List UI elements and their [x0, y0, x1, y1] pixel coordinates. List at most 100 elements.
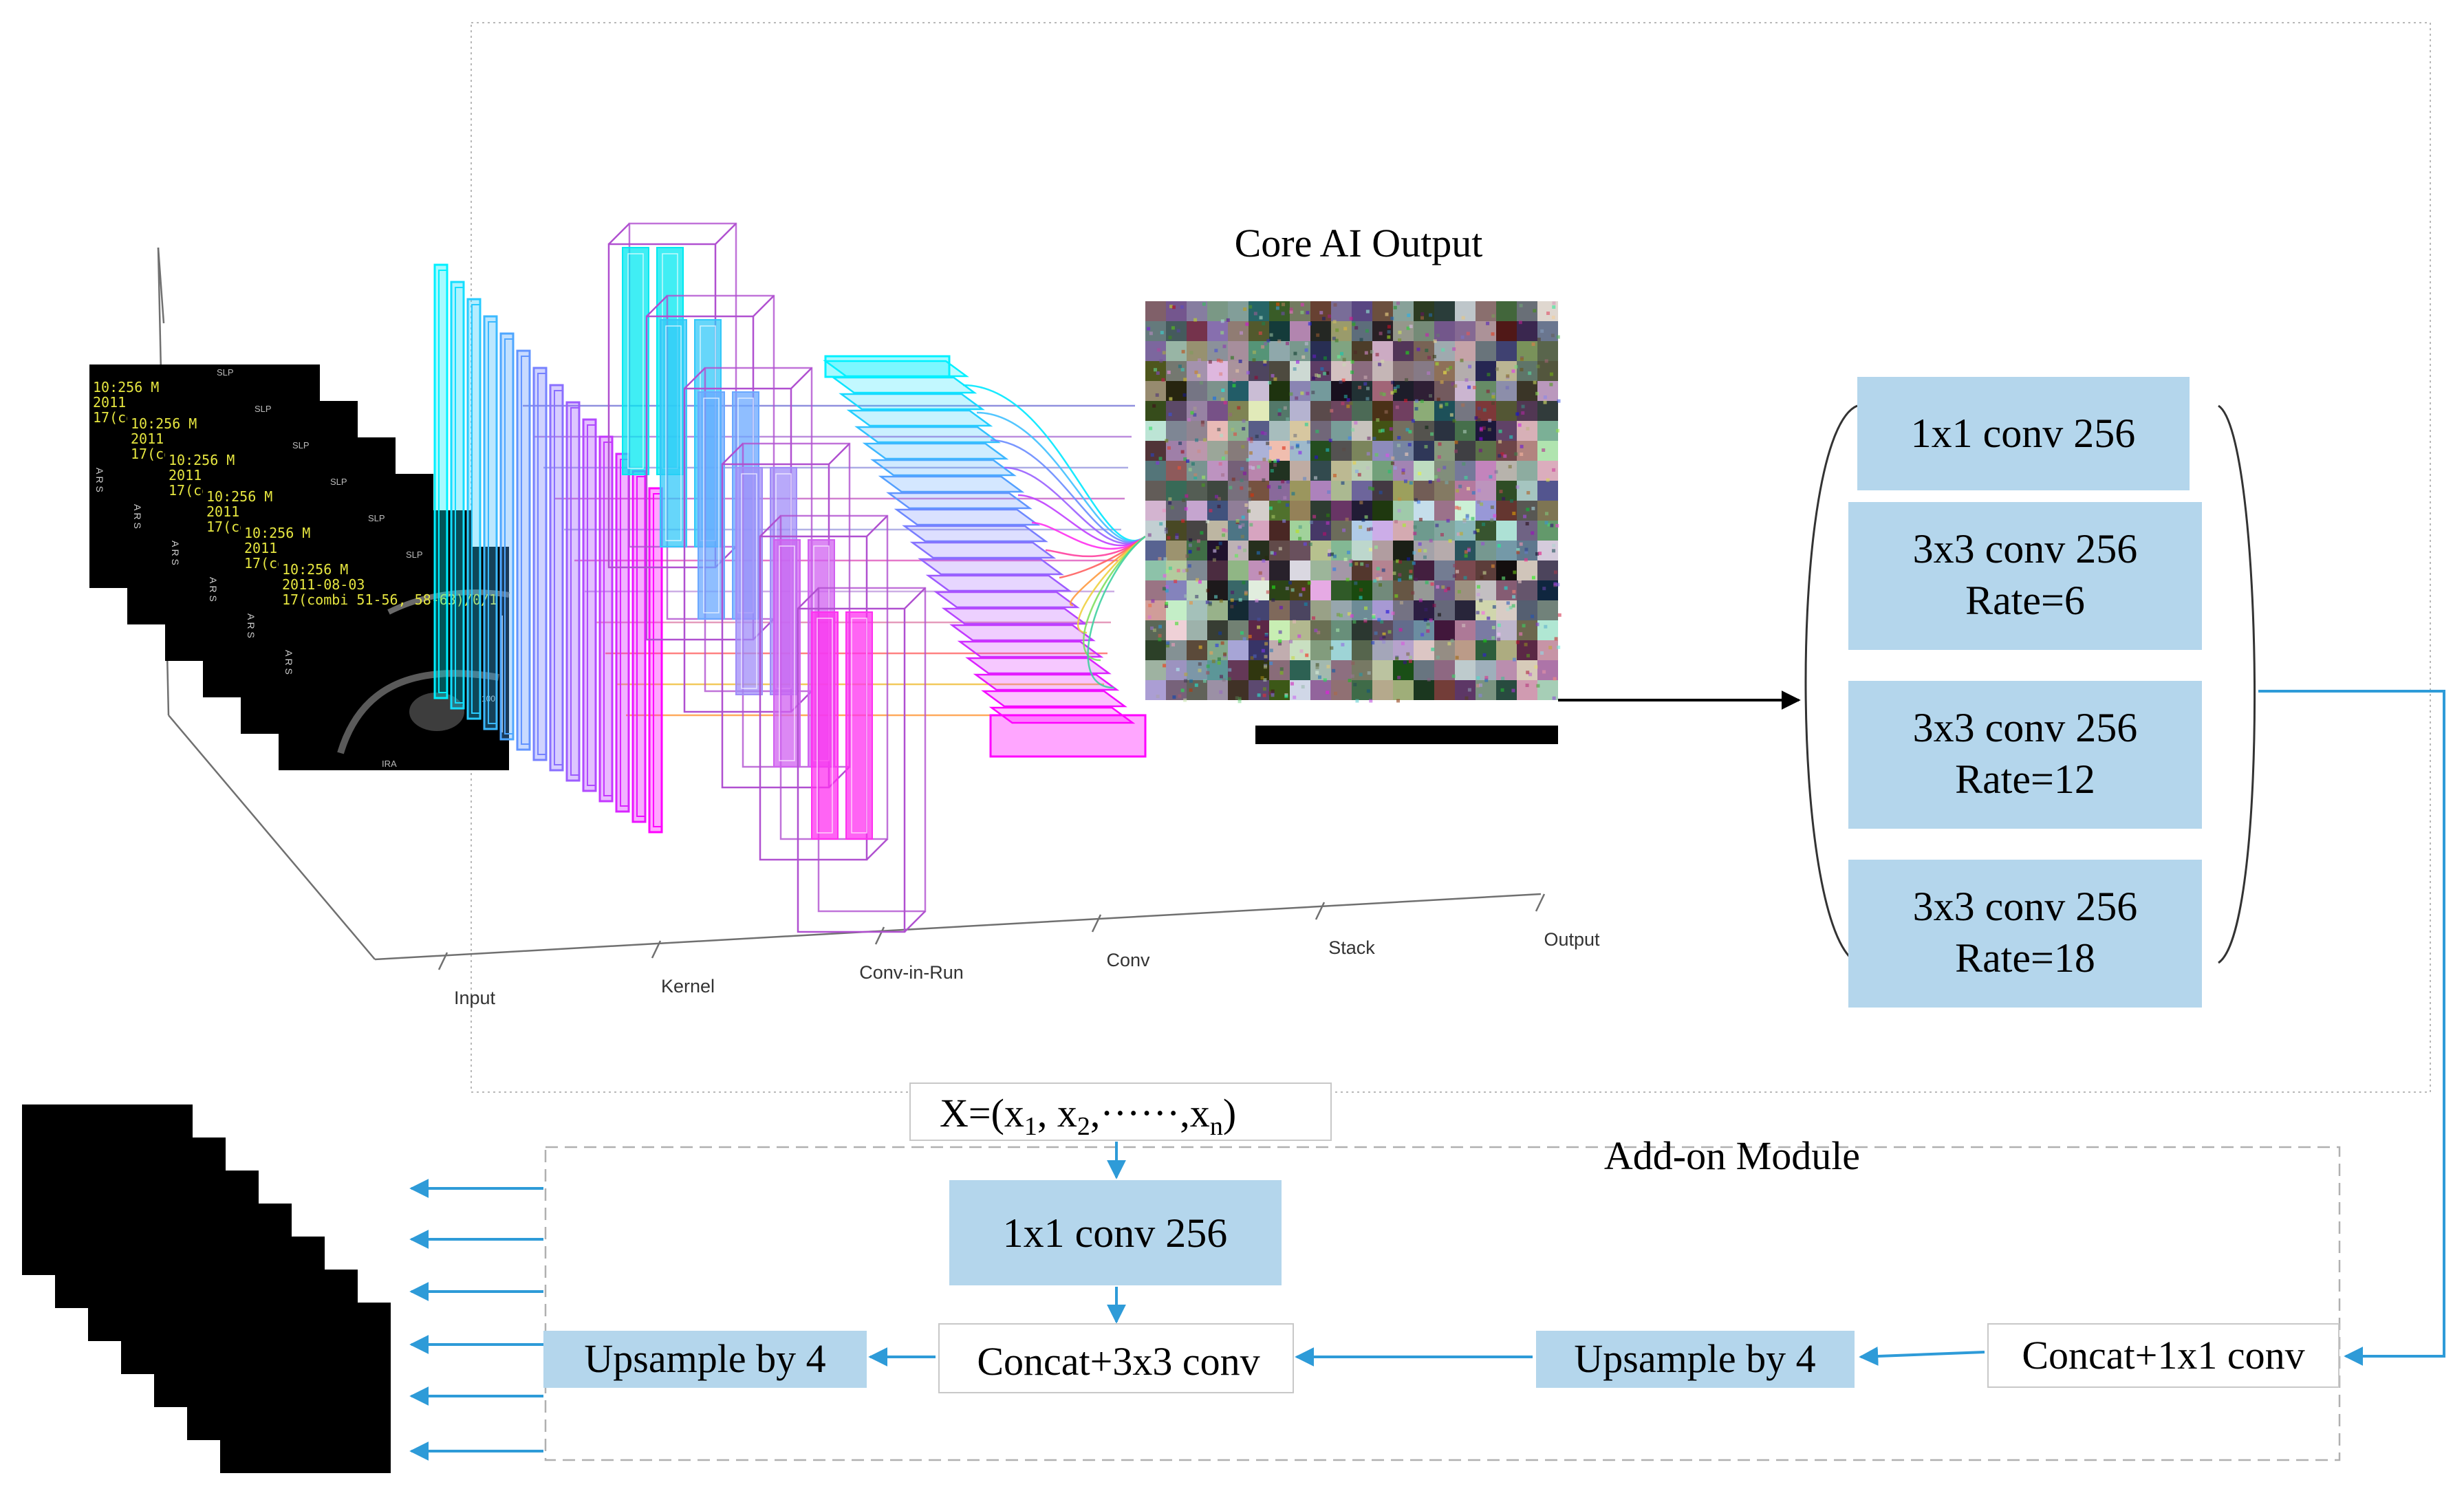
output-pixel-cell [1372, 541, 1393, 560]
addon-module-frame [544, 1146, 2341, 1461]
output-pixel-cell [1414, 421, 1434, 441]
output-pixel-cell [1352, 600, 1372, 620]
output-pixel-cell [1414, 401, 1434, 421]
output-pixel-cell [1496, 620, 1517, 640]
output-pixel-cell [1207, 541, 1228, 560]
output-pixel-cell [1187, 640, 1207, 660]
input-layer-slab [565, 401, 581, 782]
output-pixel-cell [1476, 501, 1496, 521]
output-pixel-cell [1414, 680, 1434, 700]
aspp-branch-rate12 [1848, 681, 2202, 829]
stack-layer-slab [941, 607, 1088, 625]
output-pixel-cell [1414, 620, 1434, 640]
output-pixel-cell [1331, 341, 1352, 361]
output-pixel-cell [1393, 680, 1414, 700]
output-pixel-cell [1145, 381, 1166, 401]
output-pixel-cell [1517, 680, 1537, 700]
aspp-left-bracket [1804, 404, 1858, 964]
aspp-branch-rate6 [1848, 502, 2202, 650]
output-pixel-cell [1496, 481, 1517, 501]
output-pixel-cell [1496, 461, 1517, 481]
output-pixel-cell [1145, 541, 1166, 560]
output-pixel-cell [1434, 680, 1455, 700]
output-pixel-cell [1187, 381, 1207, 401]
core-region-frame [471, 22, 2431, 1093]
svg-text:10:256 M: 10:256 M [131, 415, 197, 432]
stack-layer-slab [886, 492, 1033, 510]
output-pixel-cell [1331, 441, 1352, 461]
output-pixel-cell [1310, 341, 1331, 361]
output-pixel-cell [1207, 301, 1228, 321]
svg-text:SLP: SLP [406, 549, 423, 560]
svg-text:10:256 M: 10:256 M [282, 561, 348, 578]
output-pixel-cell [1476, 361, 1496, 381]
output-pixel-cell [1145, 461, 1166, 481]
output-pixel-cell [1269, 361, 1290, 381]
output-pixel-cell [1269, 620, 1290, 640]
output-pixel-cell [1517, 381, 1537, 401]
input-layer-slab [483, 315, 498, 730]
output-pixel-cell [1393, 501, 1414, 521]
output-pixel-cell [1290, 481, 1310, 501]
stack-layer-slab [823, 360, 969, 378]
output-pixel-cell [1496, 660, 1517, 680]
stack-layer-slab [854, 426, 1001, 444]
output-pixel-cell [1434, 521, 1455, 541]
output-pixel-cell [1331, 381, 1352, 401]
svg-text:SLP: SLP [368, 513, 385, 523]
output-pixel-cell [1290, 381, 1310, 401]
input-layer-slab [648, 487, 663, 834]
stack-layer-slab [894, 508, 1041, 526]
output-pixel-cell [1249, 401, 1269, 421]
output-pixel-cell [1166, 481, 1187, 501]
output-pixel-cell [1290, 560, 1310, 580]
output-pixel-cell [1455, 361, 1476, 381]
output-pixel-cell [1228, 381, 1249, 401]
output-pixel-cell [1187, 660, 1207, 680]
aspp-branch-rate12-label: 3x3 conv 256 [1913, 705, 2138, 750]
addon-upsample-right-box [1536, 1331, 1855, 1388]
output-pixel-cell [1372, 381, 1393, 401]
axis-label-conv: Conv [1106, 950, 1150, 970]
output-pixel-cell [1249, 501, 1269, 521]
svg-text:10:256 M: 10:256 M [93, 379, 159, 395]
output-pixel-cell [1434, 560, 1455, 580]
output-pixel-cell [1537, 361, 1558, 381]
output-pixel-cell [1187, 441, 1207, 461]
svg-text:A R S: A R S [132, 504, 143, 529]
output-pixel-cell [1207, 321, 1228, 341]
output-pixel-cell [1187, 620, 1207, 640]
input-layer-slab [582, 418, 597, 792]
output-pixel-cell [1228, 401, 1249, 421]
output-pixel-cell [1145, 640, 1166, 660]
output-pixel-cell [1372, 600, 1393, 620]
fan-connection-line [976, 411, 1146, 543]
output-pixel-cell [1537, 421, 1558, 441]
output-pixel-cell [1145, 301, 1166, 321]
output-pixel-cell [1228, 620, 1249, 640]
fan-connection-line [962, 384, 1146, 542]
output-pixel-cell [1310, 421, 1331, 441]
aspp-right-bracket [2218, 404, 2256, 964]
output-pixel-cell [1290, 441, 1310, 461]
output-pixel-cell [1434, 541, 1455, 560]
aspp-branch-rate18-rate: Rate=18 [1955, 935, 2095, 981]
output-pixel-cell [1414, 381, 1434, 401]
addon-concat3x3-label: Concat+3x3 conv [977, 1339, 1260, 1384]
output-pixel-cell [1187, 401, 1207, 421]
output-pixel-cell [1207, 461, 1228, 481]
output-pixel-cell [1393, 541, 1414, 560]
output-pixel-cell [1476, 321, 1496, 341]
output-arrows [409, 1179, 543, 1461]
aspp-branch-rate6-label: 3x3 conv 256 [1913, 526, 2138, 572]
output-pixel-cell [1249, 321, 1269, 341]
axis-label-conv-in-run: Conv-in-Run [859, 962, 964, 983]
output-pixel-cell [1414, 481, 1434, 501]
input-layer-slab [631, 470, 647, 823]
output-pixel-cell [1476, 680, 1496, 700]
output-pixel-cell [1517, 620, 1537, 640]
output-pixel-cell [1476, 541, 1496, 560]
output-pixel-cell [1393, 321, 1414, 341]
stack-layer-slab [981, 690, 1127, 708]
svg-text:SLP: SLP [255, 404, 272, 414]
